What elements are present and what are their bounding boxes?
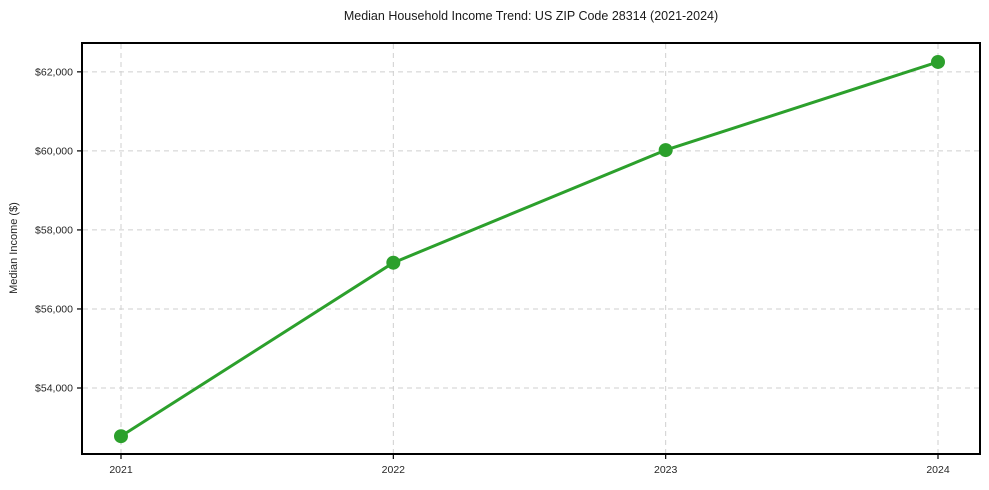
y-tick-label: $56,000	[35, 303, 73, 315]
data-point-2023	[658, 143, 673, 158]
axes-frame	[81, 42, 981, 455]
x-tick-label: 2023	[654, 464, 678, 476]
chart-title: Median Household Income Trend: US ZIP Co…	[343, 9, 719, 23]
data-point-2021	[114, 429, 128, 444]
series-line	[119, 60, 940, 438]
x-tick-label: 2021	[109, 464, 133, 476]
x-tick-label: 2022	[382, 464, 406, 476]
y-tick-label: $58,000	[35, 224, 73, 236]
data-point-2024	[931, 54, 945, 69]
data-point-2022	[386, 255, 401, 270]
y-tick-label: $54,000	[35, 383, 73, 395]
y-tick-label: $60,000	[35, 145, 73, 157]
x-tick-label: 2024	[926, 464, 950, 476]
y-tick-label: $62,000	[35, 66, 73, 78]
